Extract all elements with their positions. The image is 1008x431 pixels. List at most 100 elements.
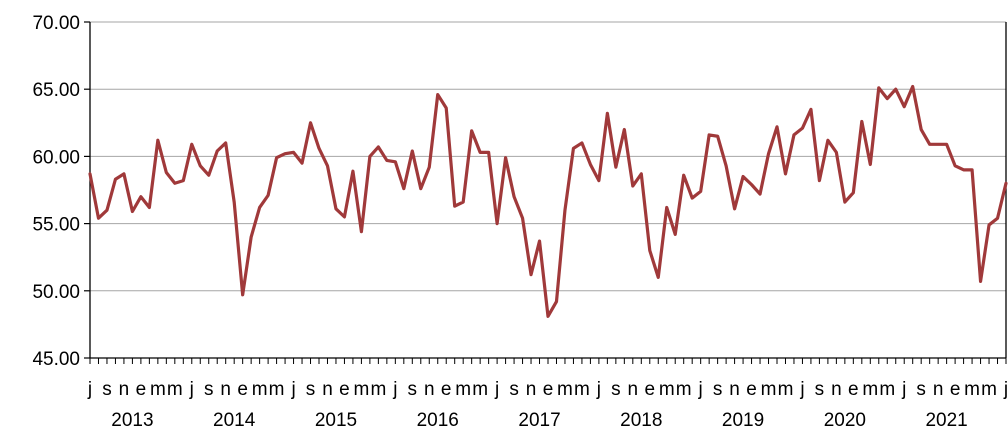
data-point <box>199 164 202 167</box>
x-year-label: 2013 <box>111 410 153 431</box>
x-year-label: 2020 <box>824 410 866 431</box>
data-point <box>521 217 524 220</box>
x-month-label: n <box>220 379 231 400</box>
data-point <box>580 141 583 144</box>
x-month-label: s <box>102 379 112 400</box>
data-point <box>733 207 736 210</box>
x-month-label: n <box>729 379 740 400</box>
data-point <box>547 315 550 318</box>
data-point <box>318 147 321 150</box>
data-point <box>606 112 609 115</box>
x-month-label: j <box>189 379 194 400</box>
data-point <box>326 164 329 167</box>
data-point <box>402 187 405 190</box>
data-point <box>377 145 380 148</box>
x-month-label: s <box>408 379 418 400</box>
x-month-label: m <box>370 379 386 400</box>
data-point <box>301 162 304 165</box>
data-point <box>385 159 388 162</box>
gridlines <box>90 21 1006 292</box>
x-month-label: s <box>713 379 723 400</box>
data-point <box>691 197 694 200</box>
data-point <box>411 150 414 153</box>
x-month-label: j <box>392 379 397 400</box>
x-month-label: n <box>526 379 537 400</box>
data-point <box>725 164 728 167</box>
x-month-label: m <box>455 379 471 400</box>
x-month-label: m <box>676 379 692 400</box>
data-point <box>479 151 482 154</box>
data-point <box>572 147 575 150</box>
x-month-label: m <box>150 379 166 400</box>
y-tick-label: 65.00 <box>32 80 80 101</box>
data-point <box>648 249 651 252</box>
data-point <box>792 133 795 136</box>
x-month-label: e <box>441 379 452 400</box>
x-month-label: e <box>543 379 554 400</box>
data-point <box>614 166 617 169</box>
data-point <box>436 93 439 96</box>
x-month-label: m <box>879 379 895 400</box>
data-point <box>513 195 516 198</box>
data-point <box>216 150 219 153</box>
data-point <box>818 179 821 182</box>
data-point <box>487 151 490 154</box>
x-year-label: 2017 <box>518 410 560 431</box>
x-month-label: e <box>237 379 248 400</box>
series-layer <box>88 84 1008 318</box>
data-point <box>623 128 626 131</box>
x-month-label: s <box>916 379 926 400</box>
data-point <box>131 210 134 213</box>
data-point <box>445 107 448 110</box>
x-month-label: e <box>848 379 859 400</box>
x-year-label: 2019 <box>722 410 764 431</box>
y-tick-label: 50.00 <box>32 282 80 303</box>
y-tick-labels: 45.00 50.00 55.00 60.00 65.00 70.00 <box>32 13 80 370</box>
data-point <box>809 108 812 111</box>
data-point <box>920 128 923 131</box>
x-month-label: m <box>353 379 369 400</box>
x-month-label: j <box>698 379 703 400</box>
data-point <box>292 151 295 154</box>
data-point <box>462 201 465 204</box>
data-point <box>207 174 210 177</box>
x-month-label: m <box>778 379 794 400</box>
x-month-label: m <box>557 379 573 400</box>
x-year-label: 2015 <box>315 410 357 431</box>
data-point <box>258 206 261 209</box>
data-point <box>470 129 473 132</box>
x-month-label: m <box>472 379 488 400</box>
data-point <box>419 187 422 190</box>
data-point <box>190 143 193 146</box>
data-point <box>275 156 278 159</box>
x-month-label: m <box>981 379 997 400</box>
x-month-label: m <box>167 379 183 400</box>
data-point <box>665 206 668 209</box>
x-month-label: n <box>322 379 333 400</box>
data-point <box>156 139 159 142</box>
x-month-label: e <box>644 379 655 400</box>
data-point <box>682 174 685 177</box>
data-point <box>165 171 168 174</box>
y-tick-label: 70.00 <box>32 13 80 34</box>
data-point <box>360 230 363 233</box>
data-point <box>801 127 804 130</box>
data-point <box>267 194 270 197</box>
x-year-label: 2021 <box>925 410 967 431</box>
x-year-label: 2018 <box>620 410 662 431</box>
data-point <box>89 172 92 175</box>
data-point <box>742 175 745 178</box>
axes <box>84 21 1007 364</box>
x-month-label: j <box>494 379 499 400</box>
data-point <box>309 121 312 124</box>
data-point <box>860 120 863 123</box>
data-point <box>1005 182 1008 185</box>
data-point <box>979 280 982 283</box>
data-point <box>114 178 117 181</box>
data-point <box>368 155 371 158</box>
data-point <box>962 168 965 171</box>
data-point <box>394 160 397 163</box>
data-point <box>428 166 431 169</box>
data-point <box>563 209 566 212</box>
